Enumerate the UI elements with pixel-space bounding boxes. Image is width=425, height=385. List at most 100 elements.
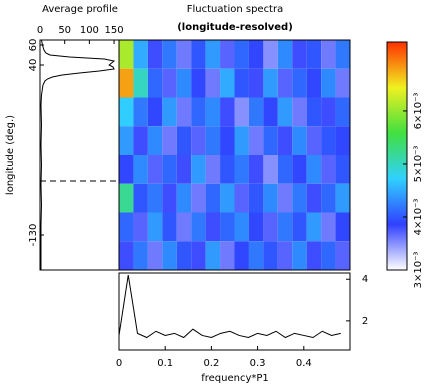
heatmap-cell: [234, 183, 249, 213]
heatmap-cell: [234, 97, 249, 127]
y-axis-label: longitude (deg.): [5, 115, 16, 195]
heatmap-cell: [335, 155, 350, 184]
heatmap-cell: [147, 40, 163, 69]
heatmap-cell: [176, 126, 192, 155]
heatmap-cell: [306, 155, 322, 184]
heatmap-cell: [220, 97, 235, 127]
x-tick-label: 50: [58, 25, 71, 36]
heatmap-cell: [191, 155, 206, 184]
colorbar-tick-label: 6×10⁻³: [413, 93, 424, 130]
heatmap-cell: [321, 183, 336, 213]
heatmap-cell: [248, 155, 264, 184]
heatmap-cell: [248, 212, 264, 242]
x-axis-label: frequency*P1: [201, 373, 269, 384]
heatmap-cell: [306, 68, 322, 98]
heatmap-cell: [306, 212, 322, 242]
heatmap-cell: [263, 212, 278, 242]
heatmap-cell: [321, 126, 336, 155]
heatmap-cell: [133, 155, 148, 184]
heatmap-cell: [191, 183, 206, 213]
heatmap-cell: [220, 155, 235, 184]
heatmap-cell: [335, 40, 350, 69]
heatmap-cell: [205, 126, 221, 155]
panel-title: Fluctuation spectra: [187, 4, 283, 15]
heatmap-cell: [306, 97, 322, 127]
colorbar-tick-label: 3×10⁻³: [413, 252, 424, 289]
heatmap-cell: [147, 68, 163, 98]
heatmap-cell: [162, 155, 177, 184]
heatmap-cell: [234, 40, 249, 69]
y-tick-label: 2: [362, 316, 368, 327]
heatmap-cell: [162, 241, 177, 270]
heatmap-cell: [133, 40, 148, 69]
heatmap-cell: [248, 126, 264, 155]
heatmap-cell: [119, 155, 134, 184]
y-tick-label: 40: [28, 59, 39, 72]
heatmap-cell: [162, 212, 177, 242]
heatmap-cell: [133, 183, 148, 213]
heatmap-cell: [263, 241, 278, 270]
x-tick-label: 0.2: [203, 358, 219, 369]
heatmap-cell: [248, 97, 264, 127]
heatmap-cell: [205, 68, 221, 98]
heatmap-cell: [119, 241, 134, 270]
y-tick-label: 60: [28, 39, 39, 52]
panel-subtitle: (longitude-resolved): [177, 22, 293, 33]
heatmap-cell: [234, 155, 249, 184]
heatmap-cell: [292, 97, 307, 127]
x-tick-label: 0.4: [296, 358, 312, 369]
heatmap-cell: [292, 183, 307, 213]
heatmap-cell: [176, 212, 192, 242]
heatmap-cell: [277, 155, 293, 184]
heatmap-cell: [263, 68, 278, 98]
heatmap-cell: [147, 126, 163, 155]
panel-title: Average profile: [42, 4, 118, 15]
x-tick-label: 0: [37, 25, 43, 36]
heatmap-cell: [292, 68, 307, 98]
heatmap-cell: [263, 126, 278, 155]
heatmap-cell: [335, 97, 350, 127]
heatmap-cell: [292, 155, 307, 184]
heatmap-cell: [335, 183, 350, 213]
heatmap-cell: [176, 97, 192, 127]
heatmap-cell: [147, 183, 163, 213]
heatmap-cell: [119, 126, 134, 155]
heatmap-cell: [205, 97, 221, 127]
heatmap-cell: [119, 97, 134, 127]
heatmap-cell: [176, 155, 192, 184]
heatmap-cell: [335, 241, 350, 270]
heatmap-cell: [277, 40, 293, 69]
heatmap-cell: [306, 241, 322, 270]
heatmap-cell: [321, 155, 336, 184]
colorbar: [386, 41, 408, 271]
x-tick-label: 0.1: [157, 358, 173, 369]
x-tick-label: 150: [105, 25, 124, 36]
heatmap-cell: [277, 212, 293, 242]
heatmap-cell: [292, 40, 307, 69]
heatmap-cell: [119, 40, 134, 69]
heatmap-cell: [335, 126, 350, 155]
heatmap-cell: [162, 126, 177, 155]
heatmap-cell: [133, 68, 148, 98]
heatmap-cell: [133, 212, 148, 242]
heatmap-cell: [162, 68, 177, 98]
heatmap-cell: [220, 183, 235, 213]
heatmap-cell: [248, 183, 264, 213]
heatmap-cell: [248, 68, 264, 98]
heatmap-cell: [220, 241, 235, 270]
heatmap-cell: [205, 155, 221, 184]
heatmap-cell: [306, 126, 322, 155]
heatmap-cell: [277, 183, 293, 213]
heatmap-cell: [205, 241, 221, 270]
heatmap-cell: [277, 241, 293, 270]
heatmap-cell: [234, 212, 249, 242]
heatmap-cell: [292, 126, 307, 155]
heatmap-cell: [176, 241, 192, 270]
heatmap-cell: [277, 68, 293, 98]
profile-line: [40, 39, 116, 270]
heatmap-cell: [248, 40, 264, 69]
heatmap-cell: [176, 68, 192, 98]
heatmap-cell: [205, 212, 221, 242]
panel-frame: [39, 39, 120, 271]
